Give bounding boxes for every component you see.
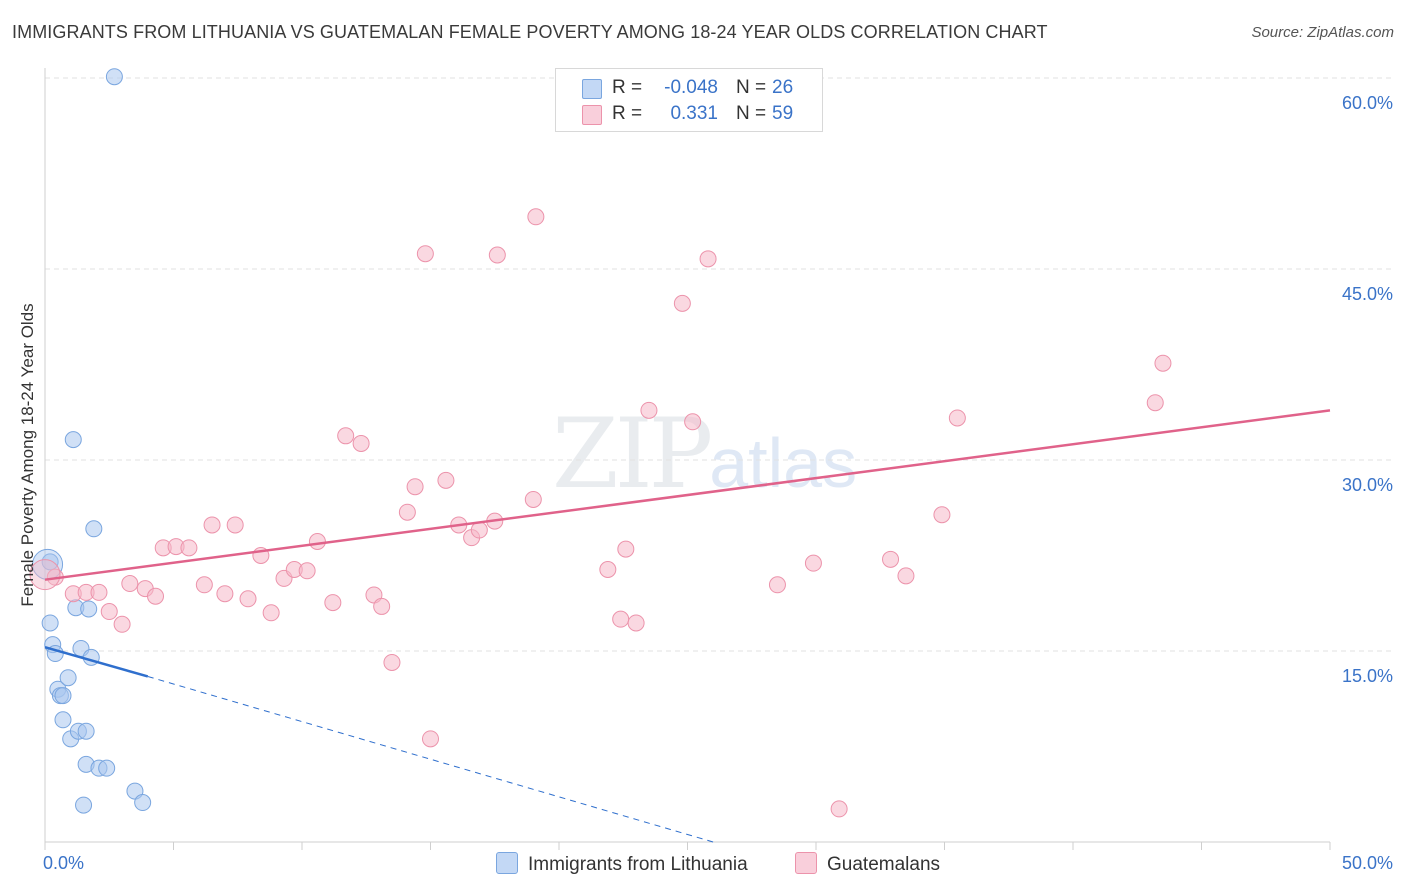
data-point-lithuania	[41, 614, 59, 632]
y-tick-label: 45.0%	[1342, 284, 1393, 304]
legend-n-label: N =	[736, 103, 767, 124]
data-point-guatemalans	[897, 567, 915, 585]
data-point-guatemalans	[337, 427, 355, 445]
data-point-guatemalans	[90, 583, 108, 601]
y-tick-label: 60.0%	[1342, 93, 1393, 113]
legend-row-lithuania: R = -0.048 N = 26	[556, 75, 822, 101]
x-tick-label: 50.0%	[1342, 853, 1393, 873]
data-point-guatemalans	[262, 604, 280, 622]
data-point-lithuania	[85, 520, 103, 538]
data-point-guatemalans	[406, 478, 424, 496]
data-point-guatemalans	[933, 506, 951, 524]
trend-line-lithuania	[44, 645, 149, 678]
data-point-guatemalans	[383, 653, 401, 671]
data-point-guatemalans	[617, 540, 635, 558]
legend-swatch-guatemalans	[582, 105, 602, 125]
data-point-lithuania	[54, 687, 72, 705]
data-point-guatemalans	[216, 585, 234, 603]
data-point-guatemalans	[308, 532, 326, 550]
data-point-guatemalans	[121, 575, 139, 593]
y-tick-label: 30.0%	[1342, 475, 1393, 495]
x-tick-label: 0.0%	[43, 853, 84, 873]
data-point-guatemalans	[673, 294, 691, 312]
data-point-guatemalans	[684, 413, 702, 431]
data-point-guatemalans	[524, 490, 542, 508]
data-point-guatemalans	[488, 246, 506, 264]
data-point-guatemalans	[100, 603, 118, 621]
data-point-guatemalans	[352, 434, 370, 452]
data-point-guatemalans	[373, 597, 391, 615]
data-point-guatemalans	[180, 539, 198, 557]
y-axis-label: Female Poverty Among 18-24 Year Olds	[18, 303, 37, 607]
data-point-lithuania	[134, 794, 152, 812]
data-point-lithuania	[80, 600, 98, 618]
data-point-lithuania	[105, 68, 123, 86]
bottom-legend-guatemalans: Guatemalans	[795, 852, 940, 876]
data-point-guatemalans	[422, 730, 439, 748]
data-point-guatemalans	[627, 614, 645, 632]
data-point-guatemalans	[804, 554, 822, 572]
data-point-guatemalans	[195, 576, 213, 594]
data-point-guatemalans	[226, 516, 244, 534]
data-point-guatemalans	[398, 503, 416, 521]
legend-r-label: R =	[612, 77, 643, 98]
legend-r-value: 0.331	[670, 103, 718, 124]
legend-r-value: -0.048	[664, 77, 718, 98]
y-tick-label: 15.0%	[1342, 666, 1393, 686]
data-point-guatemalans	[699, 250, 717, 268]
chart-title: IMMIGRANTS FROM LITHUANIA VS GUATEMALAN …	[12, 22, 1048, 42]
data-point-guatemalans	[203, 516, 221, 534]
bottom-legend-label: Guatemalans	[827, 854, 941, 875]
data-point-guatemalans	[640, 401, 658, 419]
data-point-guatemalans	[324, 594, 342, 612]
data-point-guatemalans	[29, 559, 61, 591]
data-point-lithuania	[98, 759, 116, 777]
bottom-legend-label: Immigrants from Lithuania	[528, 854, 748, 875]
legend-r-label: R =	[612, 103, 643, 124]
legend-row-guatemalans: R = 0.331 N = 59	[556, 101, 822, 127]
data-point-guatemalans	[298, 562, 316, 580]
data-point-guatemalans	[147, 587, 165, 605]
data-point-guatemalans	[1154, 354, 1172, 372]
data-point-guatemalans	[239, 590, 257, 608]
data-point-lithuania	[77, 722, 95, 740]
data-point-lithuania	[75, 796, 93, 814]
data-point-guatemalans	[1146, 394, 1164, 412]
data-point-guatemalans	[599, 561, 617, 579]
data-point-guatemalans	[612, 610, 630, 628]
data-point-lithuania	[59, 669, 77, 687]
data-point-guatemalans	[527, 208, 545, 226]
data-point-guatemalans	[416, 245, 434, 263]
legend-swatch-lithuania	[582, 79, 602, 99]
data-point-guatemalans	[437, 471, 455, 489]
source-note: Source: ZipAtlas.com	[1251, 24, 1394, 41]
data-point-lithuania	[41, 553, 59, 571]
data-point-guatemalans	[113, 615, 131, 633]
data-point-guatemalans	[882, 550, 900, 568]
legend-n-value: 59	[772, 103, 794, 124]
bottom-legend-swatch-lithuania	[496, 852, 518, 874]
data-point-lithuania	[64, 431, 82, 449]
data-point-lithuania	[54, 711, 72, 729]
bottom-legend-lithuania: Immigrants from Lithuania	[496, 852, 748, 876]
data-point-guatemalans	[768, 576, 786, 594]
correlation-legend: R = -0.048 N = 26 R = 0.331 N = 59	[555, 68, 823, 132]
trend-line-guatemalans	[44, 409, 1331, 581]
legend-n-value: 26	[772, 77, 794, 98]
bottom-legend-swatch-guatemalans	[795, 852, 817, 874]
legend-n-label: N =	[736, 77, 767, 98]
data-point-guatemalans	[830, 800, 848, 818]
trend-line-lithuania-extended	[147, 675, 714, 843]
data-point-guatemalans	[948, 409, 966, 427]
